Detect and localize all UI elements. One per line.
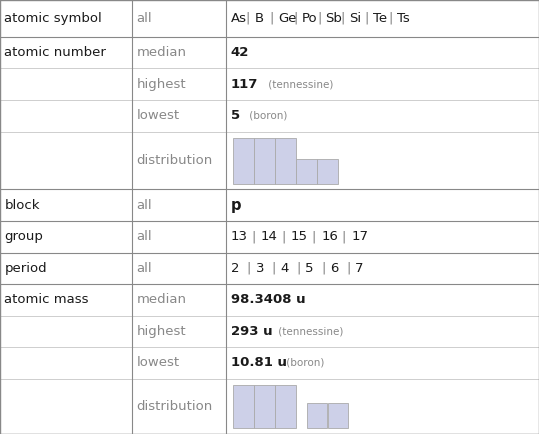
Text: Ge: Ge	[278, 12, 296, 25]
Text: 7: 7	[355, 262, 363, 275]
Text: 5: 5	[305, 262, 314, 275]
Text: 293 u: 293 u	[231, 325, 272, 338]
Bar	[275, 138, 296, 184]
Text: 5: 5	[231, 109, 240, 122]
Text: highest: highest	[136, 78, 186, 91]
Text: As: As	[231, 12, 247, 25]
Text: 3: 3	[255, 262, 264, 275]
Text: 4: 4	[280, 262, 289, 275]
Text: Si: Si	[349, 12, 361, 25]
Text: |: |	[296, 262, 301, 275]
Text: lowest: lowest	[136, 109, 179, 122]
Text: atomic number: atomic number	[4, 46, 106, 59]
Text: |: |	[270, 12, 274, 25]
Text: 16: 16	[321, 230, 338, 243]
Text: Sb: Sb	[326, 12, 342, 25]
Text: |: |	[321, 262, 326, 275]
Text: (boron): (boron)	[246, 111, 287, 121]
Text: atomic symbol: atomic symbol	[4, 12, 102, 25]
Text: |: |	[293, 12, 298, 25]
Text: 10.81 u: 10.81 u	[231, 356, 287, 369]
Text: Ts: Ts	[397, 12, 410, 25]
Text: median: median	[136, 293, 186, 306]
Text: block: block	[4, 199, 40, 212]
Text: |: |	[388, 12, 392, 25]
Bar	[296, 159, 317, 184]
Text: |: |	[251, 230, 255, 243]
Text: all: all	[136, 199, 152, 212]
Bar	[254, 385, 275, 428]
Text: p: p	[231, 197, 241, 213]
Text: |: |	[364, 12, 369, 25]
Text: 17: 17	[351, 230, 369, 243]
Text: B: B	[254, 12, 264, 25]
Text: |: |	[247, 262, 251, 275]
Text: lowest: lowest	[136, 356, 179, 369]
Text: highest: highest	[136, 325, 186, 338]
Text: 2: 2	[231, 262, 239, 275]
Text: group: group	[4, 230, 43, 243]
Bar	[254, 138, 275, 184]
Bar	[233, 138, 254, 184]
Text: |: |	[312, 230, 316, 243]
Bar	[328, 403, 349, 428]
Text: |: |	[341, 12, 345, 25]
Text: Po: Po	[302, 12, 317, 25]
Text: |: |	[272, 262, 276, 275]
Text: Te: Te	[373, 12, 387, 25]
Text: 98.3408 u: 98.3408 u	[231, 293, 305, 306]
Bar	[317, 159, 338, 184]
Text: (boron): (boron)	[283, 358, 324, 368]
Text: 6: 6	[330, 262, 338, 275]
Bar	[233, 385, 254, 428]
Text: |: |	[317, 12, 321, 25]
Text: atomic mass: atomic mass	[4, 293, 89, 306]
Bar	[307, 403, 328, 428]
Text: |: |	[281, 230, 286, 243]
Text: 42: 42	[231, 46, 249, 59]
Text: 15: 15	[291, 230, 308, 243]
Text: distribution: distribution	[136, 154, 212, 167]
Text: all: all	[136, 262, 152, 275]
Bar	[275, 385, 296, 428]
Text: (tennessine): (tennessine)	[275, 326, 344, 336]
Text: (tennessine): (tennessine)	[265, 79, 333, 89]
Text: period: period	[4, 262, 47, 275]
Text: all: all	[136, 230, 152, 243]
Text: all: all	[136, 12, 152, 25]
Text: median: median	[136, 46, 186, 59]
Text: |: |	[342, 230, 346, 243]
Text: 14: 14	[261, 230, 278, 243]
Text: distribution: distribution	[136, 400, 212, 413]
Text: |: |	[346, 262, 350, 275]
Text: |: |	[246, 12, 250, 25]
Text: 13: 13	[231, 230, 248, 243]
Text: 117: 117	[231, 78, 258, 91]
